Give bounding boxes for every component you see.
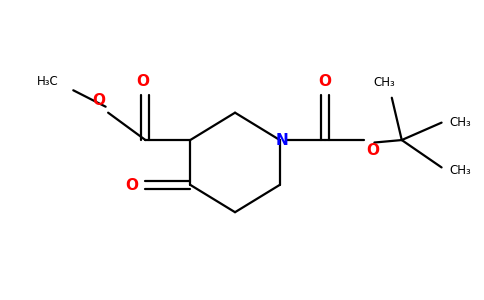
Text: O: O bbox=[318, 74, 331, 89]
Text: O: O bbox=[92, 93, 106, 108]
Text: O: O bbox=[136, 74, 150, 89]
Text: CH₃: CH₃ bbox=[449, 116, 471, 129]
Text: N: N bbox=[276, 133, 288, 148]
Text: H₃C: H₃C bbox=[37, 75, 59, 88]
Text: CH₃: CH₃ bbox=[374, 76, 395, 89]
Text: CH₃: CH₃ bbox=[449, 164, 471, 177]
Text: O: O bbox=[366, 142, 379, 158]
Text: O: O bbox=[125, 178, 138, 193]
